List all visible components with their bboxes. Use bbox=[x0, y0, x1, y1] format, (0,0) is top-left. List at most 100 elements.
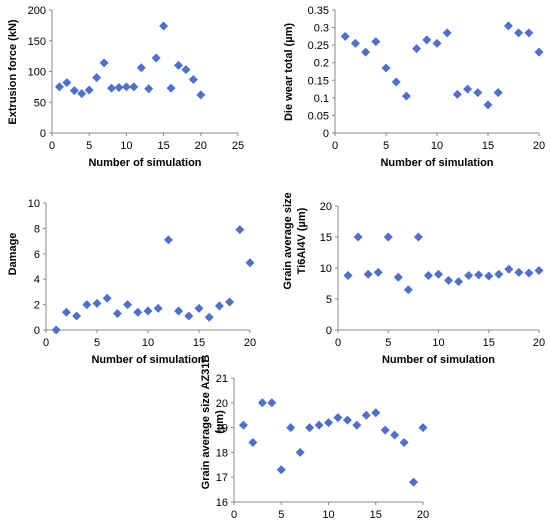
x-tick-label: 15 bbox=[157, 140, 169, 152]
data-point bbox=[434, 269, 443, 279]
y-tick-label: 0 bbox=[326, 325, 332, 337]
data-point bbox=[276, 465, 286, 475]
data-point bbox=[524, 28, 534, 38]
x-tick-label: 5 bbox=[86, 140, 92, 152]
x-tick-label: 0 bbox=[332, 140, 338, 152]
x-tick-label: 0 bbox=[231, 509, 237, 520]
x-tick-label: 5 bbox=[94, 337, 100, 349]
data-point bbox=[267, 398, 277, 408]
data-point bbox=[473, 88, 483, 98]
data-point bbox=[432, 38, 442, 48]
data-point bbox=[483, 100, 493, 110]
data-point bbox=[373, 267, 383, 277]
x-tick-label: 15 bbox=[482, 140, 494, 152]
data-point bbox=[129, 82, 139, 92]
y-tick-label: 6 bbox=[34, 249, 40, 261]
data-point bbox=[238, 420, 248, 430]
data-point bbox=[403, 285, 413, 295]
data-point bbox=[363, 269, 373, 279]
data-point bbox=[286, 423, 296, 433]
data-point bbox=[235, 225, 245, 235]
data-point bbox=[409, 477, 419, 487]
data-point bbox=[444, 275, 454, 285]
data-point bbox=[361, 410, 371, 420]
x-axis-title: Number of simulation bbox=[88, 157, 201, 169]
x-tick-label: 0 bbox=[335, 337, 341, 349]
y-tick-label: 10 bbox=[320, 263, 332, 275]
data-point bbox=[257, 398, 267, 408]
x-tick-label: 10 bbox=[431, 140, 443, 152]
data-point bbox=[361, 47, 371, 57]
y-tick-label: 0.05 bbox=[308, 110, 329, 122]
data-point bbox=[534, 47, 544, 57]
x-tick-label: 0 bbox=[43, 337, 49, 349]
data-point bbox=[381, 63, 391, 73]
data-point bbox=[51, 325, 61, 335]
data-point bbox=[484, 271, 494, 281]
data-point bbox=[184, 311, 194, 321]
data-point bbox=[380, 425, 390, 435]
chart-panel-3: 0 2 4 6 8 10 0 5 10 15 20 Number of simulation Damag… bbox=[7, 198, 256, 366]
data-point bbox=[333, 413, 343, 423]
y-tick-label: 20 bbox=[216, 398, 228, 410]
data-point bbox=[159, 21, 169, 31]
y-tick-label: 200 bbox=[28, 5, 46, 17]
x-tick-label: 5 bbox=[385, 337, 391, 349]
data-point bbox=[393, 272, 403, 282]
x-tick-label: 10 bbox=[322, 509, 334, 520]
data-point bbox=[225, 297, 235, 307]
data-point bbox=[61, 307, 71, 317]
y-tick-label: 0.25 bbox=[308, 40, 329, 52]
x-axis-title: Number of simulation bbox=[91, 354, 204, 366]
y-tick-label: 18 bbox=[216, 447, 228, 459]
data-point bbox=[413, 232, 423, 242]
chart-panel-1: 0 50 100 150 200 0 5 10 15 20 25 Number of simulati… bbox=[7, 5, 244, 169]
data-point bbox=[514, 267, 524, 277]
y-axis-title: Grain average size AZ31B (µm) bbox=[200, 355, 226, 490]
data-point bbox=[371, 408, 381, 418]
x-tick-label: 10 bbox=[120, 140, 132, 152]
data-point bbox=[181, 65, 191, 75]
y-tick-label: 17 bbox=[216, 472, 228, 484]
data-point bbox=[114, 82, 124, 92]
data-point bbox=[295, 447, 305, 457]
data-point bbox=[493, 88, 503, 98]
data-point bbox=[112, 308, 122, 318]
data-point bbox=[371, 37, 381, 47]
y-tick-label: 0.3 bbox=[314, 23, 329, 35]
y-axis-title: Grain average size Ti6Al4V (µm) bbox=[282, 192, 308, 289]
data-point bbox=[69, 86, 79, 96]
data-point bbox=[423, 270, 433, 280]
y-tick-label: 21 bbox=[216, 373, 228, 385]
x-tick-label: 20 bbox=[417, 509, 429, 520]
data-point bbox=[82, 300, 92, 310]
y-tick-label: 20 bbox=[320, 201, 332, 213]
data-point bbox=[121, 82, 131, 92]
x-tick-label: 10 bbox=[142, 337, 154, 349]
x-tick-label: 5 bbox=[383, 140, 389, 152]
chart-panel-4: 0 5 10 15 20 0 5 10 15 20 Number of simulation Grai… bbox=[282, 192, 545, 366]
data-point bbox=[173, 60, 183, 70]
x-tick-label: 25 bbox=[232, 140, 244, 152]
data-point bbox=[342, 415, 352, 425]
x-tick-label: 20 bbox=[195, 140, 207, 152]
data-point bbox=[504, 264, 514, 274]
x-tick-label: 0 bbox=[49, 140, 55, 152]
y-tick-label: 0 bbox=[40, 128, 46, 140]
data-point bbox=[92, 298, 102, 308]
data-point bbox=[84, 85, 94, 95]
y-tick-label: 4 bbox=[34, 274, 40, 286]
data-point bbox=[166, 83, 176, 93]
data-point bbox=[54, 82, 64, 92]
data-point bbox=[390, 430, 400, 440]
data-point bbox=[514, 28, 524, 38]
data-point bbox=[123, 300, 133, 310]
x-tick-label: 10 bbox=[432, 337, 444, 349]
y-tick-label: 5 bbox=[326, 294, 332, 306]
data-point bbox=[503, 21, 513, 31]
x-tick-label: 15 bbox=[483, 337, 495, 349]
data-point bbox=[133, 307, 143, 317]
data-point bbox=[102, 293, 112, 303]
data-point bbox=[474, 270, 484, 280]
y-tick-label: 100 bbox=[28, 67, 46, 79]
